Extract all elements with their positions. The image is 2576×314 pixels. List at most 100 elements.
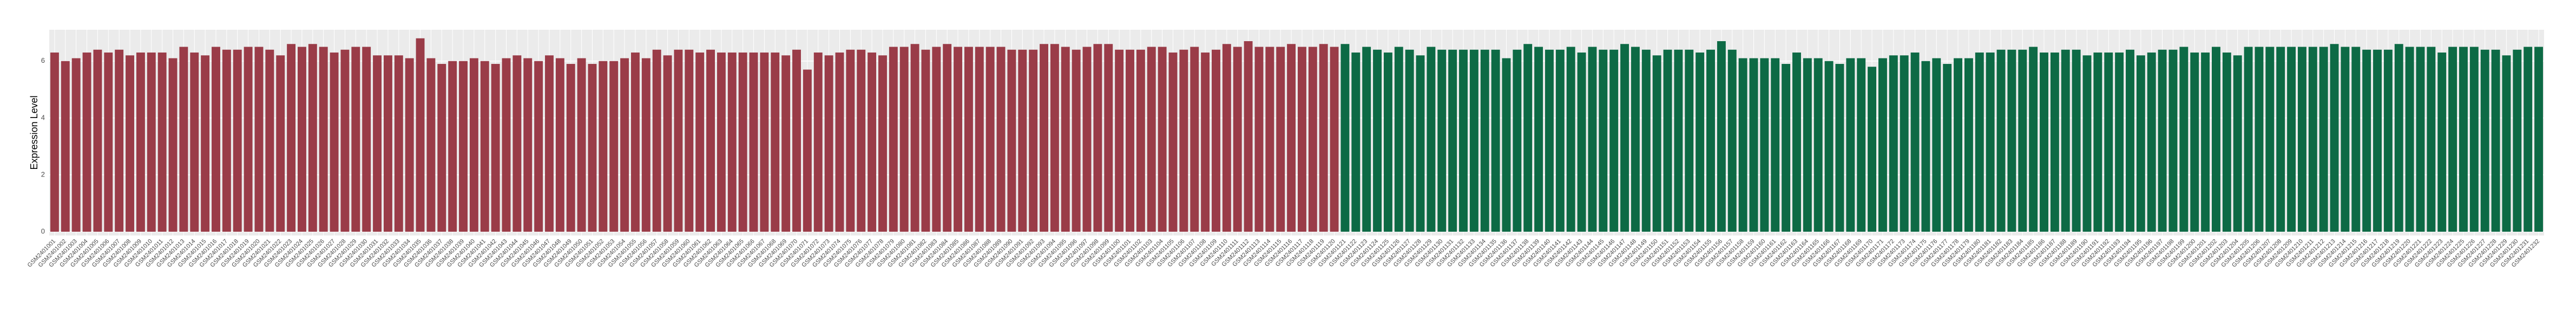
bar: [459, 61, 468, 232]
bar: [1469, 49, 1478, 232]
bar: [1954, 58, 1962, 232]
bar: [1641, 49, 1651, 232]
bar: [2330, 44, 2339, 232]
bar: [362, 47, 371, 232]
bar: [330, 53, 339, 232]
bar: [1620, 44, 1629, 232]
bar: [1803, 58, 1812, 232]
bar: [308, 44, 317, 232]
bar: [1652, 55, 1661, 232]
bar: [1168, 53, 1178, 232]
bar: [910, 44, 919, 232]
bar: [1082, 47, 1092, 232]
bar: [1029, 49, 1038, 232]
bar: [813, 53, 823, 232]
bar: [1254, 47, 1264, 232]
bar: [1996, 49, 2006, 232]
bar: [1717, 41, 1726, 232]
bar: [1018, 49, 1027, 232]
bar: [577, 58, 586, 232]
bar: [2072, 49, 2081, 232]
bar: [2319, 47, 2328, 232]
bar: [878, 55, 887, 232]
bar: [416, 38, 425, 232]
bar: [1599, 49, 1608, 232]
bar: [201, 55, 210, 232]
bar: [287, 44, 296, 232]
bar: [1534, 47, 1543, 232]
bar: [1631, 47, 1640, 232]
bar: [2276, 47, 2285, 232]
bar: [1964, 58, 1973, 232]
bar: [2158, 49, 2167, 232]
bar: [179, 47, 188, 232]
bar: [663, 55, 672, 232]
bar: [1179, 49, 1188, 232]
bar: [136, 53, 145, 232]
bar: [2373, 49, 2382, 232]
bar: [1696, 53, 1705, 232]
bar: [1760, 58, 1769, 232]
bar: [857, 49, 866, 232]
bar: [964, 47, 973, 232]
bar: [1158, 47, 1167, 232]
bar: [512, 55, 522, 232]
bar: [2491, 49, 2500, 232]
bar: [2448, 47, 2457, 232]
bar: [1545, 49, 1554, 232]
bar: [899, 47, 909, 232]
bar: [985, 47, 995, 232]
bar: [190, 53, 199, 232]
bar: [2211, 47, 2220, 232]
bar: [545, 55, 554, 232]
bar: [1857, 58, 1866, 232]
bar: [222, 49, 231, 232]
bar: [2287, 47, 2296, 232]
bar: [1340, 44, 1350, 232]
y-tick-label: 4: [41, 113, 45, 121]
bar: [1416, 55, 1425, 232]
bar: [2201, 53, 2210, 232]
bar: [2524, 47, 2533, 232]
bar: [1394, 47, 1403, 232]
bar: [2405, 47, 2414, 232]
bar: [147, 53, 156, 232]
bar: [2029, 47, 2038, 232]
bar: [1910, 53, 1920, 232]
bar: [727, 53, 737, 232]
bar: [394, 55, 403, 232]
bar: [126, 55, 134, 232]
bar: [641, 58, 650, 232]
bar: [1383, 53, 1392, 232]
bar: [405, 58, 414, 232]
bar: [749, 53, 758, 232]
bar: [1265, 47, 1274, 232]
bar: [824, 55, 833, 232]
bar: [566, 64, 575, 232]
bar: [2018, 49, 2027, 232]
bar: [2469, 47, 2479, 232]
bar: [1330, 47, 1339, 232]
bar: [2308, 47, 2317, 232]
bar: [93, 49, 102, 232]
bar: [82, 53, 91, 232]
bar: [1362, 47, 1371, 232]
bar: [2007, 49, 2016, 232]
bar: [835, 53, 844, 232]
bar: [1986, 53, 1995, 232]
bar: [1050, 44, 1059, 232]
bar: [1943, 64, 1952, 232]
bar: [1222, 44, 1231, 232]
bar: [2351, 47, 2361, 232]
bar: [1093, 44, 1102, 232]
bar: [1459, 49, 1468, 232]
bar: [588, 64, 597, 232]
bar: [2190, 53, 2199, 232]
bar: [1427, 47, 1436, 232]
bar: [954, 47, 963, 232]
y-tick-label: 2: [41, 170, 45, 178]
bar: [1072, 49, 1081, 232]
bar: [2233, 55, 2242, 232]
bar: [1749, 58, 1758, 232]
